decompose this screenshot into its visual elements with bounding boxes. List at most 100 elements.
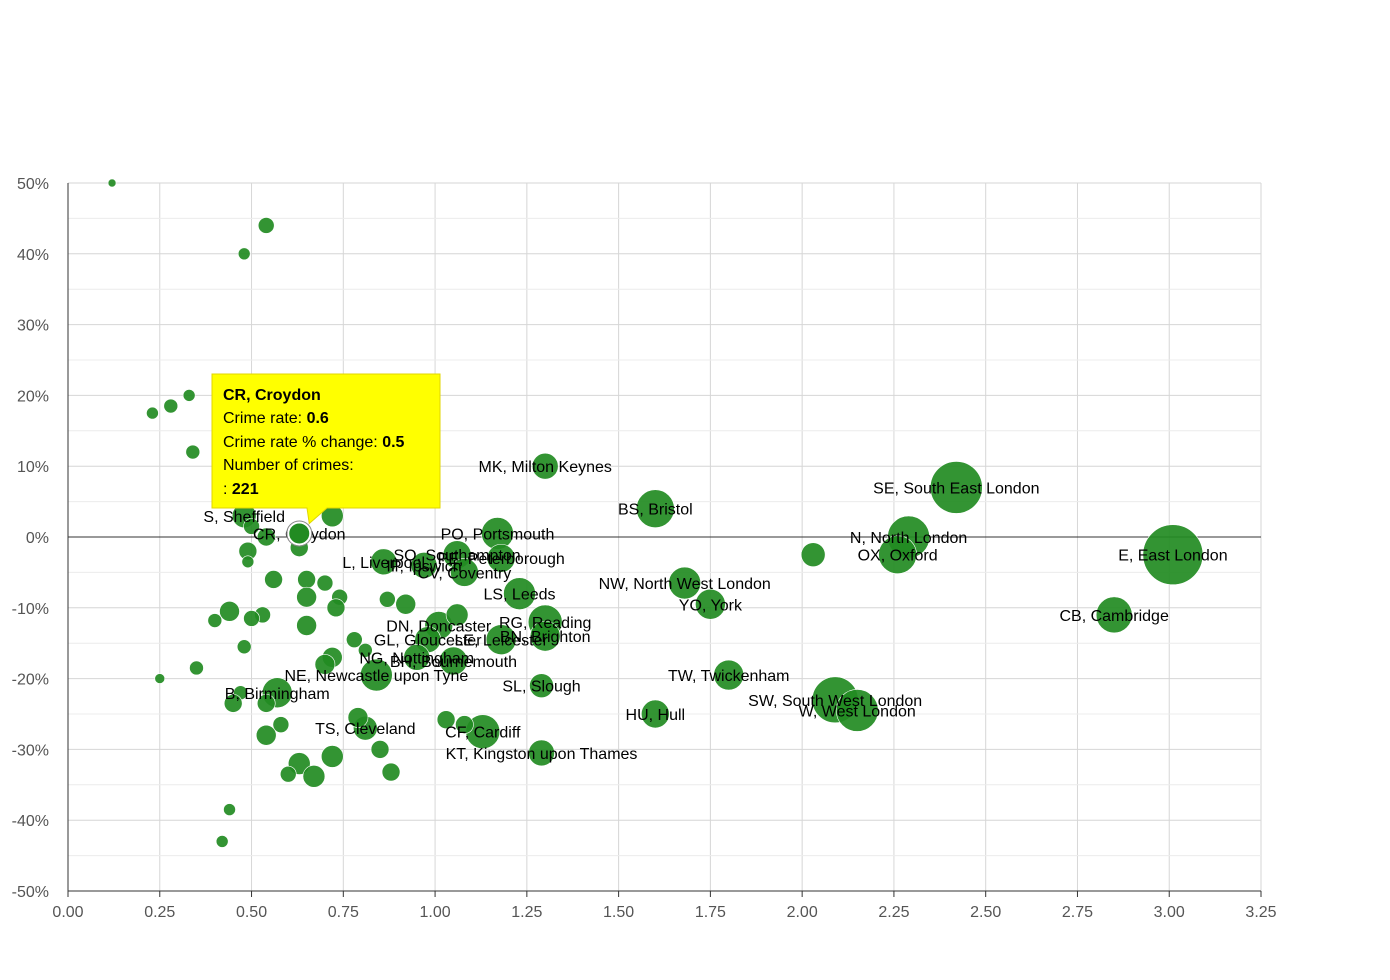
bubble-point bbox=[410, 552, 438, 579]
bubble-point bbox=[163, 398, 179, 414]
bubble-label: HU, Hull bbox=[626, 707, 686, 724]
bubble-point bbox=[450, 558, 479, 587]
bubble-point bbox=[529, 673, 554, 698]
bubble-point bbox=[146, 406, 159, 420]
tooltip-count-label: Number of crimes: bbox=[223, 457, 354, 474]
bubble-point bbox=[930, 461, 983, 514]
bubble-point bbox=[189, 660, 204, 676]
bubble-point bbox=[1142, 524, 1204, 586]
bubble-label: IP, Ipswich bbox=[386, 558, 461, 575]
bubble-point bbox=[455, 715, 474, 734]
bubble-point bbox=[296, 615, 317, 636]
bubble-point bbox=[358, 642, 373, 658]
y-tick-label: 30% bbox=[17, 318, 49, 335]
bubble-point bbox=[154, 673, 166, 684]
x-tick-label: 2.75 bbox=[1062, 904, 1093, 921]
bubble-point bbox=[403, 644, 431, 671]
bubble-point bbox=[486, 543, 516, 573]
bubble-label: CB, Cambridge bbox=[1059, 608, 1168, 625]
bubble-label: PO, Portsmouth bbox=[441, 526, 555, 543]
tooltip-count-prefix: : bbox=[223, 481, 232, 498]
bubble-point bbox=[107, 178, 117, 188]
bubble-point bbox=[531, 452, 559, 480]
bubble-point bbox=[395, 593, 417, 615]
bubble-point bbox=[314, 654, 336, 675]
bubble-label: N, North London bbox=[850, 530, 967, 547]
y-tick-label: 40% bbox=[17, 247, 49, 264]
bubble-point bbox=[326, 598, 346, 618]
x-tick-label: 3.25 bbox=[1245, 904, 1276, 921]
bubble-label: DN, Doncaster bbox=[386, 619, 492, 636]
bubble-point bbox=[379, 591, 396, 608]
bubble-label: TW, Twickenham bbox=[668, 668, 790, 685]
bubble-point bbox=[835, 689, 879, 732]
x-tick-label: 1.00 bbox=[420, 904, 451, 921]
tooltip-box bbox=[211, 373, 441, 525]
bubble-label: NE, Newcastle upon Tyne bbox=[284, 668, 468, 685]
tooltip: CR, Croydon Crime rate: 0.6 Crime rate % c… bbox=[211, 373, 441, 547]
bubble-label: BN, Brighton bbox=[500, 629, 591, 646]
bubble-label: CV, Coventry bbox=[418, 565, 512, 582]
tooltip-change-value: 0.5 bbox=[382, 434, 404, 451]
bubble-point bbox=[256, 694, 276, 713]
x-tick-label: 0.75 bbox=[328, 904, 359, 921]
x-tick-label: 0.25 bbox=[144, 904, 175, 921]
bubble-point bbox=[279, 765, 297, 783]
bubble-point bbox=[347, 707, 369, 728]
tooltip-change-label: Crime rate % change: bbox=[223, 434, 382, 451]
tooltip-rate-label: Crime rate: bbox=[223, 410, 307, 427]
bubble-label: NG, Nottingham bbox=[359, 650, 474, 667]
y-tick-label: -10% bbox=[12, 601, 49, 618]
bubble-point bbox=[296, 586, 317, 608]
bubble-point bbox=[257, 217, 275, 234]
bubble-point bbox=[878, 535, 917, 575]
bubble-point bbox=[207, 613, 223, 628]
bubble-point bbox=[302, 765, 326, 788]
bubble-point bbox=[360, 658, 393, 692]
y-tick-label: 0% bbox=[26, 530, 49, 547]
bubble-point bbox=[1095, 596, 1133, 634]
tooltip-change: Crime rate % change: 0.5 bbox=[223, 434, 405, 451]
bubble-labels: E, East London SE, South East London N, No… bbox=[203, 459, 1227, 763]
x-tick-label: 2.00 bbox=[787, 904, 818, 921]
bubble-series bbox=[107, 178, 1204, 848]
x-tick-label: 1.50 bbox=[603, 904, 634, 921]
bubble-label: SW, South West London bbox=[748, 693, 922, 710]
bubble-point bbox=[219, 601, 240, 622]
bubble-point bbox=[236, 639, 252, 655]
bubble-point bbox=[439, 646, 468, 676]
bubble-label: BS, Bristol bbox=[618, 502, 693, 519]
bubble-point bbox=[436, 710, 456, 729]
bubble-point bbox=[316, 574, 334, 592]
x-tick-label: 2.50 bbox=[970, 904, 1001, 921]
bubble-point bbox=[256, 527, 276, 547]
bubble-label: NW, North West London bbox=[599, 576, 771, 593]
x-tick-label: 3.00 bbox=[1154, 904, 1185, 921]
bubble-label: SE, South East London bbox=[873, 480, 1039, 497]
bubble-point bbox=[370, 740, 390, 759]
bubble-point bbox=[237, 247, 251, 261]
bubble-label: TS, Cleveland bbox=[315, 721, 416, 738]
bubble-point bbox=[243, 610, 260, 627]
y-tick-label: -20% bbox=[12, 672, 49, 689]
bubble-label: GL, Gloucester bbox=[374, 633, 482, 650]
bubble-label: YO, York bbox=[679, 597, 743, 614]
bubble-point bbox=[503, 577, 536, 610]
y-tick-label: -50% bbox=[12, 884, 49, 901]
bubble-point bbox=[272, 716, 290, 733]
bubble-label: SO, Southampton bbox=[394, 548, 521, 565]
x-tick-label: 0.50 bbox=[236, 904, 267, 921]
bubble-point bbox=[641, 699, 670, 729]
x-tick-label: 1.75 bbox=[695, 904, 726, 921]
bubble-label: KT, Kingston upon Thames bbox=[446, 746, 638, 763]
tooltip-rate: Crime rate: 0.6 bbox=[223, 410, 329, 427]
bubble-label: E, East London bbox=[1118, 548, 1227, 565]
bubble-point bbox=[445, 603, 469, 627]
y-tick-label: 20% bbox=[17, 388, 49, 405]
bubble-point bbox=[182, 389, 196, 402]
bubble-point bbox=[346, 631, 363, 648]
bubble-point bbox=[264, 570, 283, 589]
bubble-point bbox=[185, 444, 201, 460]
tooltip-count-value: 221 bbox=[232, 481, 259, 498]
